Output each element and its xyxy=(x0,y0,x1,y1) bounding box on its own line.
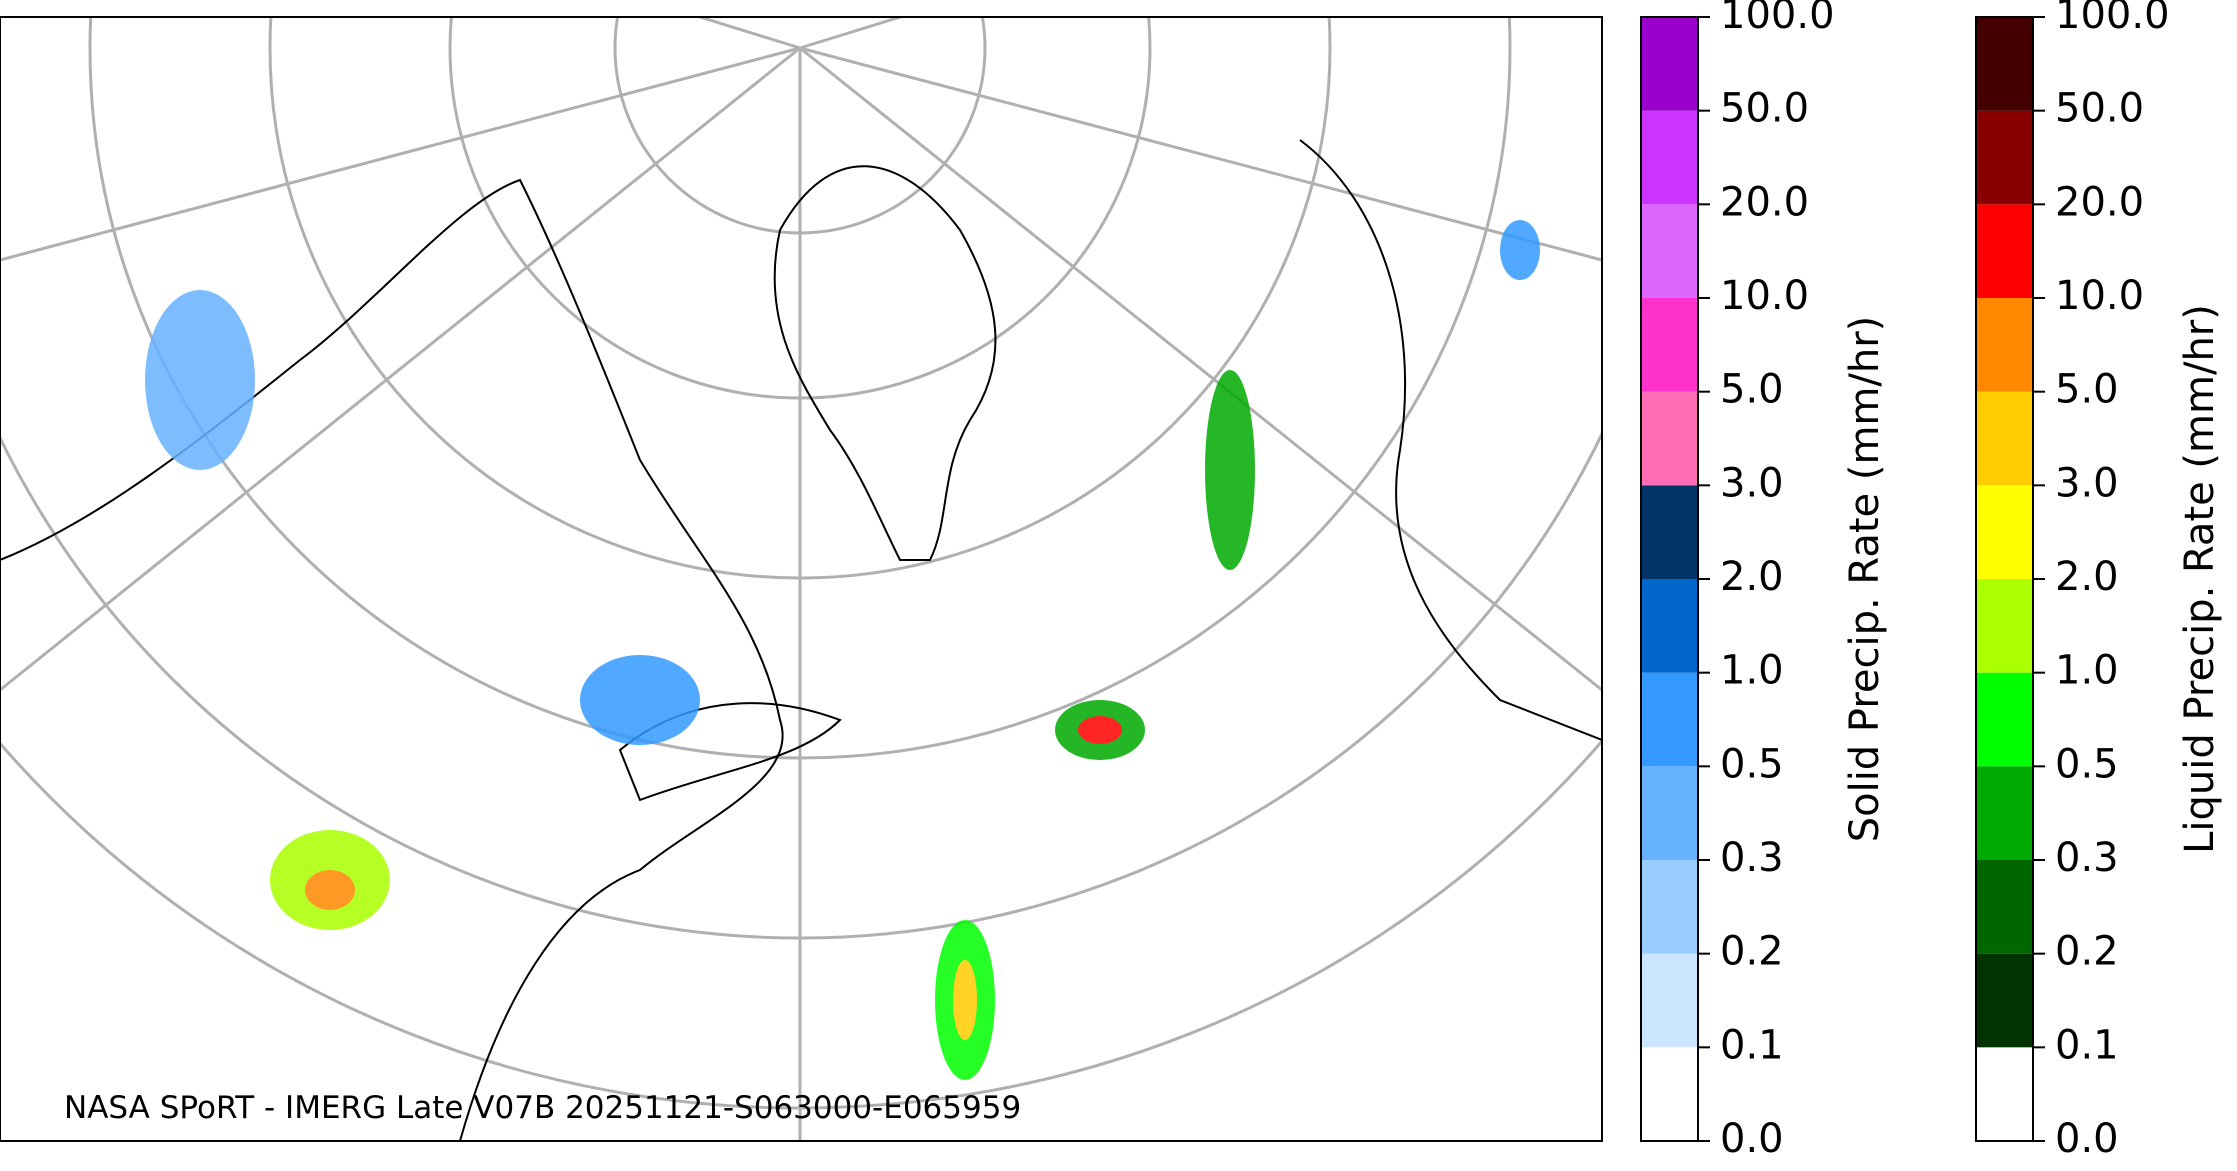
colorbar-segment xyxy=(1641,1047,1698,1141)
colorbar-segment xyxy=(1976,860,2033,954)
map: NASA SPoRT - IMERG Late V07B 20251121-S0… xyxy=(0,17,1602,1141)
colorbar-segment xyxy=(1641,110,1698,205)
colorbar-segment xyxy=(1976,766,2033,860)
colorbar-segment xyxy=(1641,391,1698,486)
colorbar-tick-label: 5.0 xyxy=(2055,367,2119,413)
colorbar-tick-label: 0.5 xyxy=(1720,741,1784,787)
colorbar-tick-label: 0.2 xyxy=(2055,929,2119,975)
colorbar-segment xyxy=(1976,391,2033,486)
colorbar-segment xyxy=(1976,204,2033,298)
colorbar-tick-label: 0.1 xyxy=(1720,1022,1784,1068)
colorbar-tick-label: 0.2 xyxy=(1720,929,1784,975)
colorbar-tick-label: 1.0 xyxy=(2055,648,2119,694)
colorbar-tick-label: 20.0 xyxy=(1720,179,1809,225)
colorbar-tick-label: 0.0 xyxy=(1720,1116,1784,1162)
colorbar-tick-label: 5.0 xyxy=(1720,367,1784,413)
colorbar-segment xyxy=(1641,672,1698,767)
colorbar-tick-label: 1.0 xyxy=(1720,648,1784,694)
colorbar-tick-label: 0.0 xyxy=(2055,1116,2119,1162)
graticule xyxy=(0,17,1602,1141)
credit: NASA SPoRT - IMERG Late V07B 20251121-S0… xyxy=(64,1090,1021,1126)
colorbar-tick-label: 0.3 xyxy=(2055,835,2119,881)
colorbar-segment xyxy=(1641,860,1698,954)
colorbar-tick-label: 0.3 xyxy=(1720,835,1784,881)
colorbar-tick-label: 10.0 xyxy=(2055,273,2144,319)
colorbar-tick-label: 50.0 xyxy=(1720,86,1809,132)
colorbar-segment xyxy=(1976,485,2033,579)
colorbar-segment xyxy=(1641,298,1698,392)
colorbar-label: Liquid Precip. Rate (mm/hr) xyxy=(2177,304,2223,854)
colorbar-tick-label: 2.0 xyxy=(1720,554,1784,600)
colorbar-tick-label: 10.0 xyxy=(1720,273,1809,319)
colorbar-segment xyxy=(1976,110,2033,205)
colorbar-label: Solid Precip. Rate (mm/hr) xyxy=(1842,316,1888,843)
colorbar-tick-label: 20.0 xyxy=(2055,179,2144,225)
colorbar-tick-label: 50.0 xyxy=(2055,86,2144,132)
precip xyxy=(145,220,1540,1080)
colorbar-tick-label: 0.1 xyxy=(2055,1022,2119,1068)
colorbar-segment xyxy=(1976,1047,2033,1141)
colorbar-segment xyxy=(1641,953,1698,1048)
colorbar-segment xyxy=(1641,17,1698,111)
map-frame xyxy=(0,16,1603,1142)
colorbar-segment xyxy=(1976,672,2033,767)
coastlines xyxy=(0,139,1602,1141)
colorbar-tick-label: 100.0 xyxy=(1720,0,1835,38)
colorbar-segment xyxy=(1641,579,1698,673)
colorbar-segment xyxy=(1976,298,2033,392)
colorbar-segment xyxy=(1976,579,2033,673)
colorbar-segment xyxy=(1641,485,1698,579)
colorbar-tick-label: 3.0 xyxy=(2055,460,2119,506)
colorbar-tick-label: 3.0 xyxy=(1720,460,1784,506)
colorbar-tick-label: 0.5 xyxy=(2055,741,2119,787)
colorbar-tick-label: 100.0 xyxy=(2055,0,2170,38)
colorbar-segment xyxy=(1976,17,2033,111)
colorbar-segment xyxy=(1976,953,2033,1048)
colorbar-tick-label: 2.0 xyxy=(2055,554,2119,600)
colorbar-segment xyxy=(1641,204,1698,298)
colorbar-segment xyxy=(1641,766,1698,860)
